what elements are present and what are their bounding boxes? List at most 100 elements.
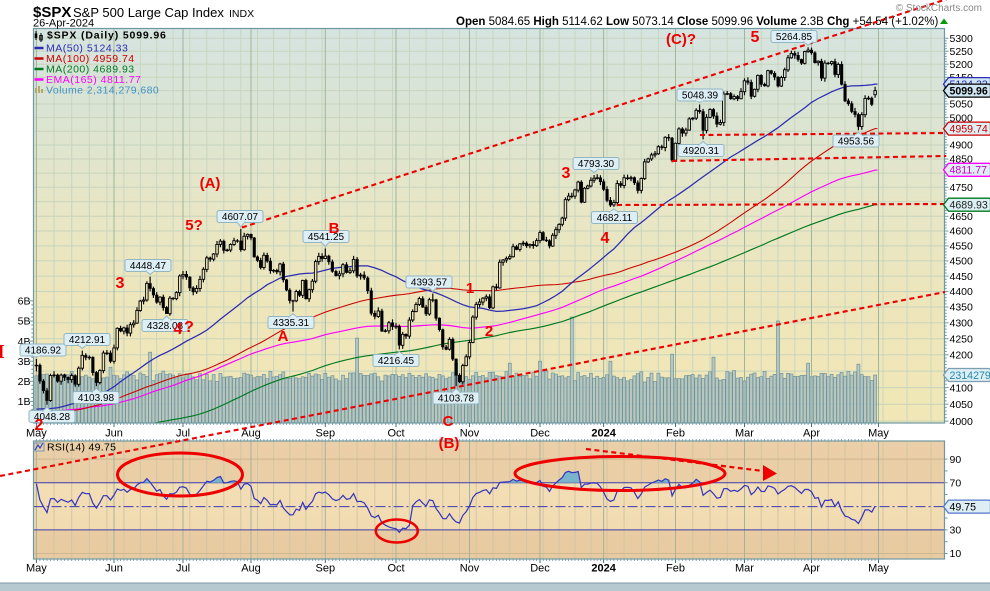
svg-text:5048.39: 5048.39 [682,90,719,101]
svg-text:Oct: Oct [387,563,404,575]
svg-text:MA(200) 4689.93: MA(200) 4689.93 [46,64,135,76]
svg-text:2: 2 [485,323,493,340]
svg-text:MA(50) 5124.33: MA(50) 5124.33 [46,43,128,55]
svg-text:4328.08: 4328.08 [147,321,184,332]
svg-text:RSI(14) 49.75: RSI(14) 49.75 [47,442,116,454]
svg-text:5: 5 [751,29,760,46]
svg-text:MA(100) 4959.74: MA(100) 4959.74 [46,53,135,65]
svg-text:4: 4 [601,230,610,247]
svg-text:Nov: Nov [460,563,480,575]
svg-text:5050: 5050 [950,99,974,111]
svg-text:4103.78: 4103.78 [438,393,475,404]
svg-text:Aug: Aug [241,428,261,440]
svg-text:S&P 500 Large Cap Index: S&P 500 Large Cap Index [73,5,224,20]
svg-text:$SPX: $SPX [33,4,71,21]
svg-text:4541.25: 4541.25 [308,232,345,243]
svg-text:2: 2 [35,417,44,434]
svg-text:30: 30 [950,525,962,537]
svg-text:4750: 4750 [950,182,974,194]
svg-text:4682.11: 4682.11 [597,213,633,224]
svg-text:4335.31: 4335.31 [273,318,310,329]
svg-text:1: 1 [466,280,474,297]
svg-text:Jul: Jul [176,563,190,575]
svg-text:6B: 6B [18,296,31,308]
svg-text:Sep: Sep [316,563,336,575]
svg-text:5264.85: 5264.85 [776,32,813,43]
svg-text:4793.30: 4793.30 [578,159,615,170]
svg-text:4900: 4900 [950,140,974,152]
svg-text:Mar: Mar [735,563,754,575]
svg-text:4350: 4350 [950,302,974,314]
svg-text:Apr: Apr [803,428,820,440]
svg-text:Volume 2,314,279,680: Volume 2,314,279,680 [46,85,159,97]
svg-text:5099.96: 5099.96 [950,85,988,97]
svg-text:?: ? [184,319,194,336]
svg-text:4216.45: 4216.45 [378,356,415,367]
svg-text:Jun: Jun [105,563,123,575]
svg-text:May: May [26,428,47,440]
svg-text:I: I [0,341,5,363]
svg-text:$SPX (Daily) 5099.96: $SPX (Daily) 5099.96 [47,30,167,42]
svg-text:B: B [329,220,340,237]
svg-text:4448.47: 4448.47 [130,261,167,272]
svg-text:Feb: Feb [666,563,685,575]
svg-text:4500: 4500 [950,256,974,268]
svg-text:5B: 5B [18,316,31,328]
svg-text:Oct: Oct [387,428,404,440]
svg-text:5200: 5200 [950,59,974,71]
svg-text:Aug: Aug [241,563,261,575]
svg-text:May: May [868,428,889,440]
svg-text:(A): (A) [200,175,221,192]
svg-text:1B: 1B [18,396,31,408]
svg-text:4600: 4600 [950,226,974,238]
svg-text:3B: 3B [18,356,31,368]
svg-text:2024: 2024 [591,428,616,440]
svg-text:4811.77: 4811.77 [950,165,988,177]
svg-text:4: 4 [174,321,183,338]
svg-text:Feb: Feb [666,428,685,440]
svg-text:C: C [443,413,454,430]
svg-text:Jul: Jul [176,428,190,440]
svg-text:4100: 4100 [950,382,974,394]
svg-text:Sep: Sep [316,428,336,440]
svg-text:4212.91: 4212.91 [69,335,106,346]
svg-text:Open 5084.65 High 5114.62 Low: Open 5084.65 High 5114.62 Low 5073.14 Cl… [456,16,938,28]
svg-text:5?: 5? [185,217,203,234]
svg-text:4186.92: 4186.92 [25,345,62,356]
svg-text:10: 10 [950,548,962,560]
svg-text:© StockCharts.com: © StockCharts.com [896,3,982,14]
svg-text:(B): (B) [439,435,460,452]
svg-text:4959.74: 4959.74 [950,123,988,135]
svg-text:(C)?: (C)? [666,31,696,48]
svg-text:4650: 4650 [950,211,974,223]
svg-text:4250: 4250 [950,333,974,345]
svg-text:4550: 4550 [950,241,974,253]
svg-text:4400: 4400 [950,286,974,298]
svg-text:70: 70 [950,477,962,489]
svg-text:Mar: Mar [735,428,754,440]
svg-text:Dec: Dec [530,428,550,440]
svg-text:May: May [868,563,889,575]
svg-text:4920.31: 4920.31 [683,146,720,157]
svg-text:4450: 4450 [950,271,974,283]
svg-text:4103.98: 4103.98 [78,393,115,404]
svg-text:4953.56: 4953.56 [838,136,875,147]
svg-text:4048.28: 4048.28 [34,412,71,423]
svg-text:5000: 5000 [950,112,974,124]
svg-text:Nov: Nov [460,428,480,440]
svg-text:EMA(165) 4811.77: EMA(165) 4811.77 [46,74,141,86]
svg-text:90: 90 [950,454,962,466]
svg-text:3: 3 [116,275,125,292]
svg-text:Jun: Jun [105,428,123,440]
svg-text:2B: 2B [18,376,31,388]
svg-text:4000: 4000 [950,416,974,428]
svg-text:Dec: Dec [530,563,550,575]
svg-text:2024: 2024 [591,563,616,575]
svg-text:4200: 4200 [950,350,974,362]
svg-text:3: 3 [562,165,571,182]
svg-text:4300: 4300 [950,318,974,330]
svg-text:INDX: INDX [229,8,254,20]
svg-text:4607.07: 4607.07 [222,212,259,223]
svg-text:A: A [278,328,289,345]
svg-text:49.75: 49.75 [950,501,977,513]
